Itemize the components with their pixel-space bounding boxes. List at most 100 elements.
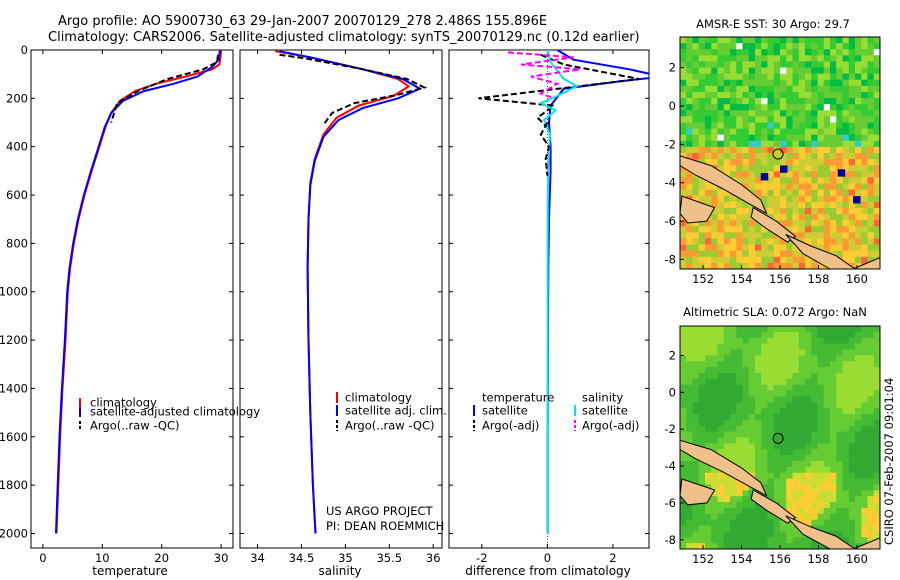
map-cell [761, 326, 768, 333]
map-cell [698, 55, 706, 62]
map-cell [780, 207, 787, 215]
map-cell [723, 543, 731, 550]
map-cell [855, 396, 862, 403]
map-cell [830, 490, 837, 497]
map-cell [792, 171, 800, 178]
map-cell [723, 343, 731, 350]
map-cell [798, 220, 806, 227]
map-cell [755, 85, 762, 93]
map-cell [680, 396, 687, 403]
map-cell [786, 490, 793, 497]
map-cell [736, 537, 743, 544]
map-cell [830, 43, 837, 50]
map-cell [692, 425, 700, 433]
map-cell [798, 361, 806, 368]
map-cell [830, 355, 837, 362]
map-cell [723, 159, 731, 166]
map-cell [698, 396, 706, 403]
map-cell [823, 49, 831, 56]
map-cell [705, 226, 712, 233]
map-cell [686, 256, 693, 264]
map-cell [680, 455, 687, 462]
map-cell [748, 372, 756, 380]
map-cell [823, 91, 831, 99]
map-cell [861, 238, 868, 246]
map-cell [736, 146, 743, 154]
y-tick-label: 1800 [0, 478, 28, 492]
map-cell [761, 384, 768, 392]
map-cell [792, 449, 800, 456]
map-cell [717, 165, 725, 172]
map-cell [823, 43, 831, 50]
map-cell [836, 466, 843, 474]
map-cell [717, 116, 725, 123]
map-cell [780, 337, 787, 345]
map-cell [836, 502, 843, 509]
map-cell [761, 91, 768, 99]
map-cell [736, 250, 743, 258]
map-cell [692, 67, 700, 75]
map-cell [798, 384, 806, 392]
map-cell [705, 519, 712, 527]
map-cell [786, 159, 793, 166]
map-cell [811, 91, 818, 99]
land-coastline [679, 439, 768, 497]
map-cell [686, 543, 693, 550]
map-cell [842, 37, 850, 44]
map-cell [755, 355, 762, 362]
map-cell [692, 98, 700, 105]
argo-position-marker [772, 432, 784, 444]
map-cell [842, 189, 850, 197]
map-cell [786, 543, 793, 550]
map-cell [817, 79, 825, 87]
map-cell [792, 214, 800, 221]
map-cell [842, 367, 850, 374]
map-cell [680, 226, 687, 233]
map-cell [873, 104, 881, 111]
map-cell [817, 460, 825, 468]
map-cell [867, 455, 875, 462]
map-cell [811, 195, 818, 203]
map-cell [823, 390, 831, 397]
map-cell [717, 49, 725, 56]
map-cell [748, 43, 756, 50]
map-cell [698, 73, 706, 81]
map-cell [855, 153, 862, 160]
map-cell [848, 122, 856, 130]
map-cell [811, 128, 818, 136]
map-cell [748, 37, 756, 44]
map-cell [730, 91, 737, 99]
map-cell [717, 73, 725, 81]
map-cell [798, 507, 806, 515]
map-cell [830, 226, 837, 233]
map-cell [867, 85, 875, 93]
map-cell [855, 55, 862, 62]
legend-diff-temperature: temperature [482, 391, 554, 405]
map-cell [848, 513, 856, 521]
map-cell [730, 171, 737, 178]
map-cell [698, 355, 706, 362]
map-cell [842, 140, 850, 148]
map-cell [855, 519, 862, 527]
map-cell [805, 122, 812, 130]
map-cell [692, 519, 700, 527]
map-cell [698, 67, 706, 75]
map-cell [692, 238, 700, 246]
map-cell [730, 443, 737, 450]
map-cell [823, 496, 831, 503]
map-cell [861, 91, 868, 99]
map-cell [742, 250, 750, 258]
map-cell [830, 343, 837, 350]
map-cell [805, 128, 812, 136]
map-cell [711, 159, 718, 166]
map-cell [811, 496, 818, 503]
x-tick-label: 35.5 [376, 551, 402, 565]
map-cell [767, 134, 775, 142]
map-cell [773, 238, 781, 246]
map-cell [680, 408, 687, 415]
map-cell [692, 390, 700, 397]
map-cell [736, 372, 743, 380]
map-cell [817, 496, 825, 503]
map-cell [848, 507, 856, 515]
map-cell [836, 165, 843, 172]
